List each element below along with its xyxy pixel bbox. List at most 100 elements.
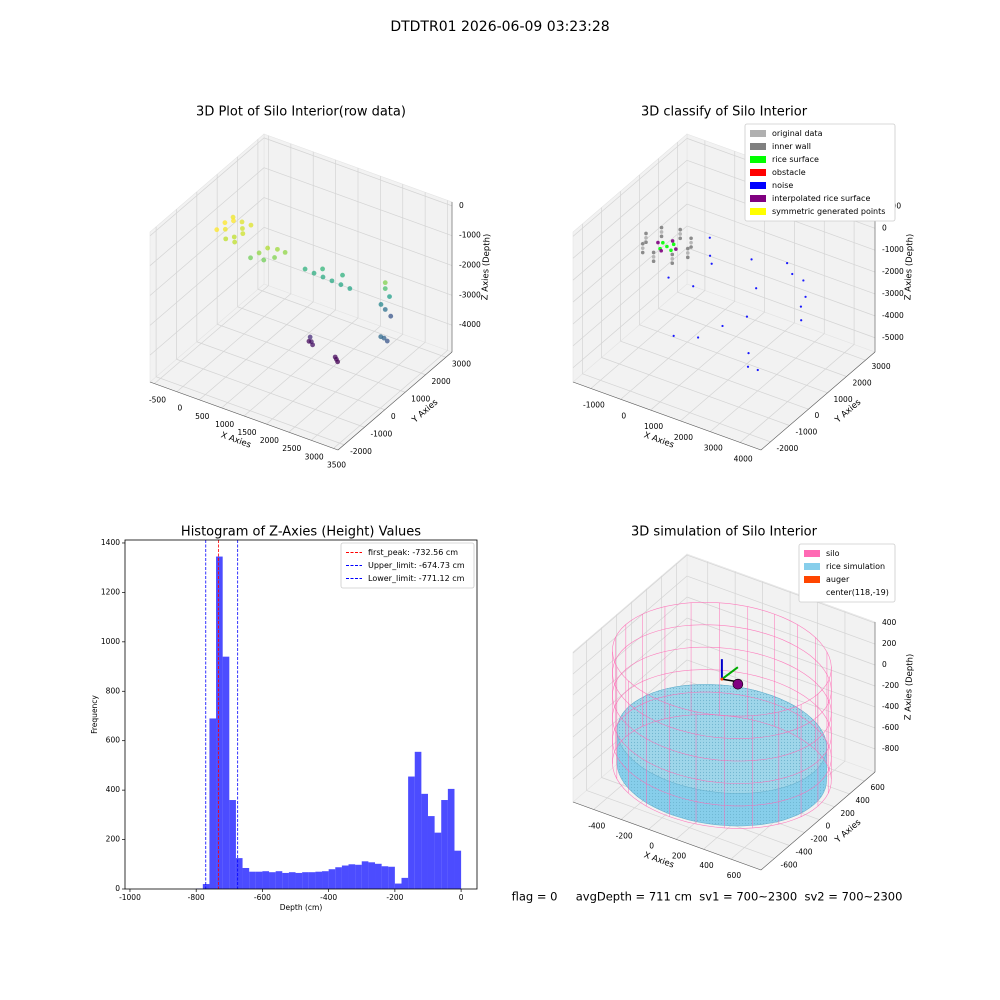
bar <box>216 556 223 889</box>
point <box>696 336 700 339</box>
z-tick-label: -1000 <box>459 231 481 240</box>
point <box>230 214 236 220</box>
z-axis-label: Z Axies (Depth) <box>480 234 492 301</box>
pane <box>149 133 265 383</box>
auger <box>732 678 744 690</box>
legend-swatch <box>750 156 766 163</box>
chart-title: 3D classify of Silo Interior <box>641 105 808 120</box>
point <box>261 257 267 263</box>
z-axis-label: Z Axies (Depth) <box>903 654 915 721</box>
grid-line <box>686 203 876 273</box>
point <box>302 266 308 272</box>
x-tick-label: 2000 <box>260 436 279 445</box>
bar <box>341 865 349 889</box>
axis-line <box>760 771 876 871</box>
bar <box>335 867 342 889</box>
point <box>651 255 656 259</box>
x-tick-label: 600 <box>727 871 742 880</box>
y-tick-label: 600 <box>871 783 886 792</box>
grid-line <box>739 344 855 443</box>
grid-line <box>677 291 866 361</box>
bar <box>441 800 448 889</box>
legend-label: rice surface <box>772 155 819 164</box>
point <box>746 365 750 368</box>
grid-line <box>572 638 688 738</box>
grid-line <box>572 617 688 717</box>
y-tick-label: 0 <box>115 884 120 893</box>
legend-swatch <box>750 130 766 137</box>
grid-line <box>263 256 453 326</box>
x-tick-label: 200 <box>672 851 687 860</box>
bar <box>308 872 316 889</box>
x-tick-label: 3000 <box>704 444 723 453</box>
point <box>265 245 271 251</box>
y-tick-label: 400 <box>856 796 871 805</box>
point <box>306 338 312 344</box>
axis-line <box>149 381 339 451</box>
point <box>685 246 690 251</box>
x-tick-label: 400 <box>699 861 714 870</box>
legend-label: Lower_limit: -771.12 cm <box>368 574 465 583</box>
grid-line <box>590 290 706 389</box>
point <box>248 222 254 228</box>
x-tick-label: -1000 <box>583 400 605 409</box>
x-tick-label: 0 <box>459 893 464 902</box>
bar <box>348 864 356 889</box>
legend-swatch <box>804 563 820 570</box>
bar <box>361 861 369 889</box>
bar <box>282 872 289 889</box>
y-tick-label: 0 <box>826 822 831 831</box>
bar <box>322 871 329 889</box>
silo-ring <box>612 669 832 784</box>
legend-label: symmetric generated points <box>772 207 885 216</box>
legend-swatch <box>750 169 766 176</box>
z-tick-label: 400 <box>882 618 897 627</box>
axis-line <box>572 801 762 871</box>
grid-line <box>572 554 688 654</box>
x-tick-label: 1000 <box>644 422 663 431</box>
point <box>256 250 262 256</box>
grid-line <box>686 575 876 645</box>
y-tick-label: 2000 <box>853 379 872 388</box>
point <box>665 244 669 249</box>
legend-swatch <box>804 550 820 557</box>
grid-line <box>155 376 345 446</box>
legend-swatch <box>750 143 766 150</box>
point <box>329 278 335 284</box>
axis-line <box>760 351 876 451</box>
point <box>338 282 344 288</box>
bar <box>222 656 230 889</box>
grid-line <box>686 638 876 708</box>
grid-line <box>572 181 688 281</box>
legend-label: center(118,-19) <box>826 588 889 597</box>
point <box>689 245 693 249</box>
grid-line <box>221 309 336 409</box>
bar <box>295 872 303 889</box>
auger-arrow <box>721 666 739 680</box>
grid-line <box>686 596 876 666</box>
point <box>382 280 388 286</box>
x-tick-label: -800 <box>188 893 205 902</box>
bar <box>375 863 382 889</box>
bar <box>447 788 455 889</box>
grid-line <box>710 333 825 432</box>
point <box>747 352 750 355</box>
x-tick-label: -600 <box>254 893 271 902</box>
point <box>685 255 690 260</box>
point <box>800 319 803 322</box>
y-tick-label: 800 <box>106 686 121 695</box>
grid-line <box>572 269 688 369</box>
y-tick-label: 200 <box>106 835 121 844</box>
legend-swatch <box>750 195 766 202</box>
point <box>272 255 277 260</box>
x-tick-label: 0 <box>177 404 182 413</box>
bar <box>275 871 283 889</box>
grid-line <box>686 247 876 317</box>
point <box>791 272 794 276</box>
x-axis-label: X Axies <box>642 850 675 870</box>
point <box>750 258 753 261</box>
grid-line <box>333 350 448 449</box>
point <box>692 285 695 288</box>
point <box>222 220 228 226</box>
grid-line <box>263 227 453 296</box>
